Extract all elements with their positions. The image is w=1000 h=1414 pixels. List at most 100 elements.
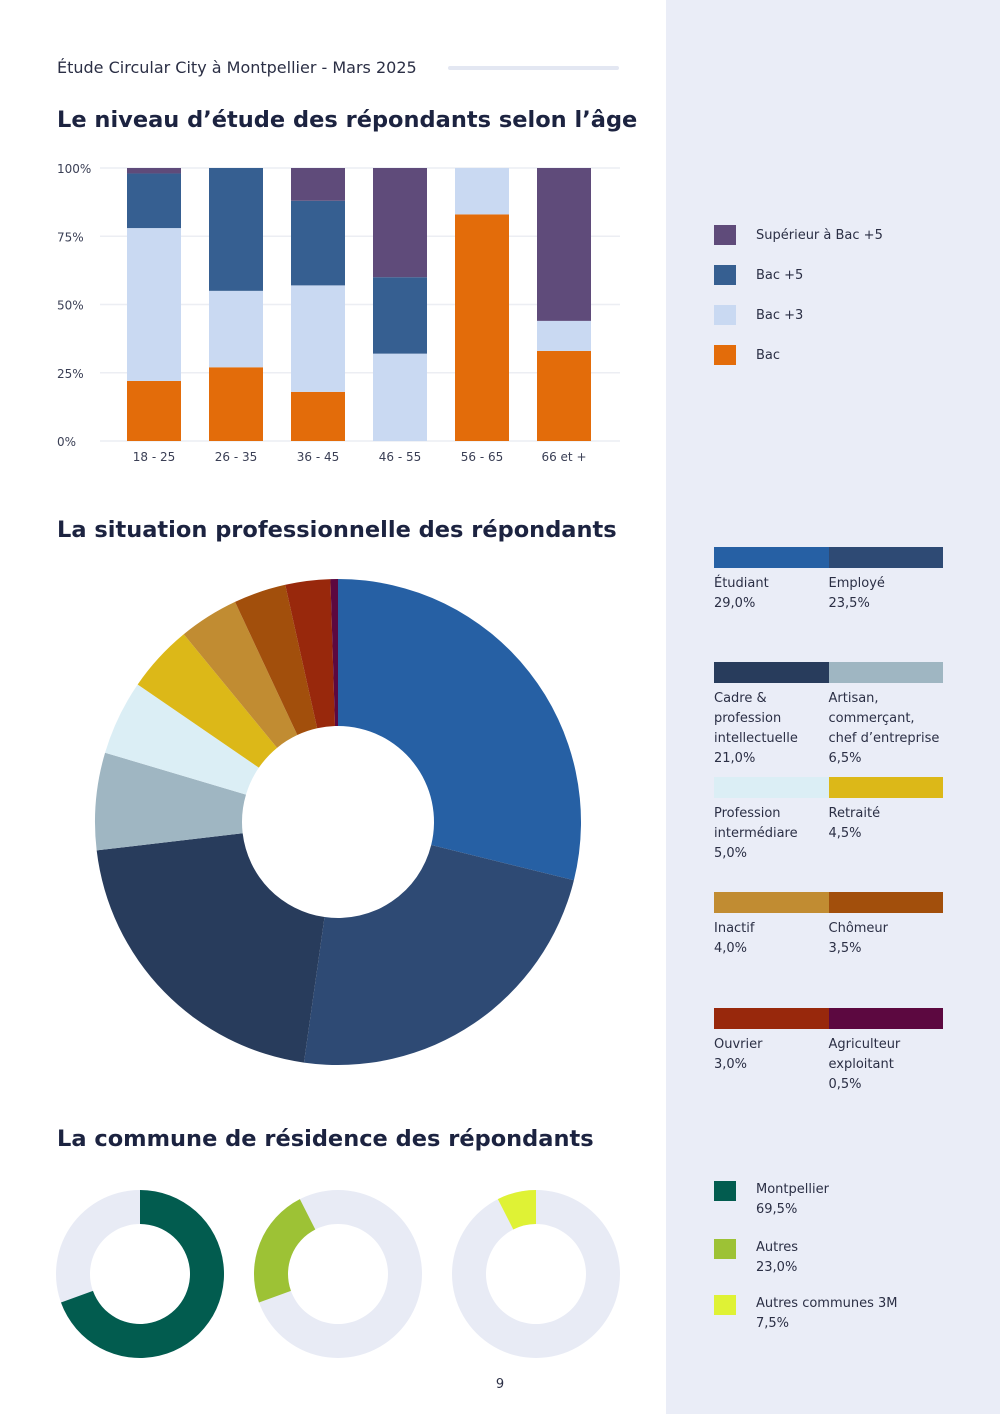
legend-item-etudiant: Étudiant 29,0% (714, 574, 829, 614)
legend-item-artisan-commercant-chef-d-entreprise: Artisan, commerçant, chef d’entreprise 6,… (829, 689, 944, 769)
legend-label: Profession intermédiare (714, 806, 798, 841)
legend-label: Ouvrier (714, 1037, 763, 1052)
legend-item-ouvrier: Ouvrier 3,0% (714, 1035, 829, 1095)
legend-color-bar (714, 662, 943, 683)
bar-bac-5-18-25 (127, 173, 181, 229)
legend-label: Chômeur (828, 921, 889, 936)
bar-bac-3-36-45 (291, 285, 345, 392)
slice-employe (303, 845, 574, 1065)
legend-label: Supérieur à Bac +5 (756, 227, 883, 243)
legend-value: 21,0% (714, 751, 756, 766)
y-tick-label: 50% (57, 299, 84, 313)
bar-bac-36-45 (291, 391, 345, 441)
legend-item-inactif: Inactif 4,0% (714, 919, 829, 959)
slice-etudiant (338, 579, 581, 881)
legend-item-profession-intermediare: Profession intermédiare 5,0% (714, 804, 829, 864)
profession-legend-row: Profession intermédiare 5,0% Retraité 4,5% (714, 777, 943, 864)
legend-labels: Ouvrier 3,0% Agriculteur exploitant 0,5% (714, 1035, 943, 1095)
legend-item-retraite: Retraité 4,5% (829, 804, 944, 864)
bar-bac-5-36-45 (291, 200, 345, 286)
legend-color-bar (714, 547, 943, 568)
slice-inactif (183, 601, 298, 748)
profession-donut-chart (95, 579, 581, 1065)
legend-label: Bac +3 (756, 307, 804, 323)
bar-bac-5-26-35 (209, 168, 263, 291)
legend-label: Étudiant (714, 576, 769, 591)
bar-bac-3-46-55 (373, 353, 427, 441)
legend-swatch-profession-intermediare (714, 777, 829, 798)
legend-color-bar (714, 777, 943, 798)
bar-bac-3-56-65 (455, 168, 509, 215)
legend-label: Inactif (714, 921, 755, 936)
legend-item-autres-communes-3m: Autres communes 3M 7,5% (714, 1294, 898, 1334)
legend-swatch-chomeur (828, 892, 943, 913)
legend-text: Autres 23,0% (756, 1238, 798, 1278)
slice-ouvrier (285, 579, 335, 729)
legend-label: Montpellier (756, 1182, 829, 1197)
slice-montpellier (60, 1190, 225, 1358)
legend-text: Autres communes 3M 7,5% (756, 1294, 898, 1334)
profession-legend-row: Inactif 4,0% Chômeur 3,5% (714, 892, 943, 959)
legend-value: 23,5% (828, 596, 870, 611)
bar-superieur-a-bac-5-36-45 (291, 168, 345, 201)
legend-swatch (714, 1181, 736, 1201)
slice-cadre-profession-intellectuelle (96, 833, 325, 1063)
legend-value: 23,0% (756, 1260, 798, 1275)
bar-bac-3-18-25 (127, 228, 181, 381)
legend-item-superieur-a-bac-5: Supérieur à Bac +5 (714, 225, 883, 245)
legend-item-montpellier: Montpellier 69,5% (714, 1180, 829, 1220)
legend-label: Bac (756, 347, 781, 363)
legend-label: Agriculteur exploitant (828, 1037, 901, 1072)
legend-swatch (714, 1295, 736, 1315)
legend-value: 3,5% (828, 941, 862, 956)
legend-swatch-etudiant (714, 547, 829, 568)
legend-item-agriculteur-exploitant: Agriculteur exploitant 0,5% (829, 1035, 944, 1095)
legend-label: Retraité (828, 806, 881, 821)
legend-color-bar (714, 892, 943, 913)
x-tick-label: 66 et + (541, 450, 586, 464)
bar-bac-5-46-55 (373, 277, 427, 354)
legend-labels: Inactif 4,0% Chômeur 3,5% (714, 919, 943, 959)
legend-swatch-artisan-commercant-chef-d-entreprise (828, 662, 943, 683)
legend-swatch-retraite (828, 777, 943, 798)
legend-value: 29,0% (714, 596, 756, 611)
slice-artisan-commercant-chef-d-entreprise (95, 752, 246, 851)
legend-labels: Profession intermédiare 5,0% Retraité 4,5% (714, 804, 943, 864)
legend-item-employe: Employé 23,5% (829, 574, 944, 614)
legend-swatch-ouvrier (714, 1008, 829, 1029)
slice-autres-communes-3m (497, 1190, 536, 1230)
bar-superieur-a-bac-5-46-55 (373, 168, 427, 278)
legend-value: 6,5% (828, 751, 862, 766)
legend-text: Montpellier 69,5% (756, 1180, 829, 1220)
legend-label: Cadre & profession intellectuelle (714, 691, 798, 746)
legend-swatch (714, 1239, 736, 1259)
x-tick-label: 46 - 55 (379, 450, 422, 464)
legend-item-bac-3: Bac +3 (714, 305, 803, 325)
legend-swatch-employe (828, 547, 943, 568)
legend-value: 4,5% (828, 826, 862, 841)
legend-label: Autres (756, 1240, 799, 1255)
bar-superieur-a-bac-5-18-25 (127, 168, 181, 174)
legend-swatch-inactif (714, 892, 829, 913)
chart-title-education: Le niveau d’étude des répondants selon l… (57, 107, 638, 133)
bar-bac-3-26-35 (209, 290, 263, 368)
legend-swatch (714, 225, 736, 245)
bar-bac-66-et (537, 350, 591, 441)
legend-swatch (714, 345, 736, 365)
chart-title-profession: La situation professionnelle des réponda… (57, 517, 617, 543)
x-tick-label: 56 - 65 (461, 450, 504, 464)
x-tick-label: 36 - 45 (297, 450, 340, 464)
legend-value: 0,5% (828, 1077, 862, 1092)
bar-bac-56-65 (455, 214, 509, 441)
legend-label: Artisan, commerçant, chef d’entreprise (828, 691, 940, 746)
legend-item-bac: Bac (714, 345, 780, 365)
legend-value: 7,5% (756, 1316, 790, 1331)
legend-label: Bac +5 (756, 267, 804, 283)
slice-chomeur (235, 584, 318, 736)
slice-retraite (137, 634, 278, 768)
legend-label: Employé (828, 576, 885, 591)
legend-item-autres: Autres 23,0% (714, 1238, 798, 1278)
bar-bac-26-35 (209, 367, 263, 441)
commune-donut-charts (56, 1190, 620, 1358)
profession-legend-row: Ouvrier 3,0% Agriculteur exploitant 0,5% (714, 1008, 943, 1095)
